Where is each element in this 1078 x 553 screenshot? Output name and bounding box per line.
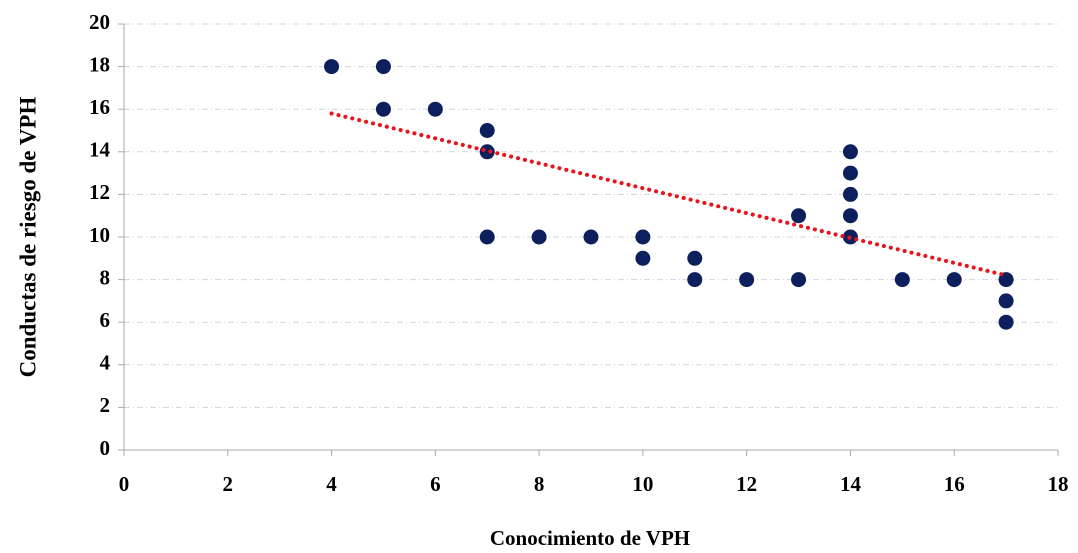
point: [998, 293, 1014, 309]
point: [479, 144, 495, 160]
point: [583, 229, 599, 245]
x-tick-label: 4: [326, 472, 337, 496]
x-tick-label: 16: [944, 472, 965, 496]
x-tick-label: 14: [840, 472, 862, 496]
point: [842, 208, 858, 224]
point: [375, 59, 391, 75]
point: [842, 186, 858, 202]
x-tick-label: 18: [1048, 472, 1069, 496]
point: [427, 101, 443, 117]
x-tick-label: 8: [534, 472, 545, 496]
point: [842, 165, 858, 181]
point: [894, 272, 910, 288]
point: [687, 250, 703, 266]
point: [635, 250, 651, 266]
y-tick-label: 14: [89, 138, 111, 162]
point: [998, 314, 1014, 330]
y-tick-label: 20: [89, 10, 110, 34]
point: [531, 229, 547, 245]
y-tick-label: 8: [100, 265, 111, 289]
y-tick-label: 2: [100, 393, 111, 417]
x-axis-label: Conocimiento de VPH: [490, 526, 690, 550]
x-tick-label: 2: [223, 472, 234, 496]
y-tick-label: 18: [89, 52, 110, 76]
point: [739, 272, 755, 288]
point: [687, 272, 703, 288]
y-tick-label: 4: [100, 351, 111, 375]
y-tick-label: 10: [89, 223, 110, 247]
x-tick-label: 0: [119, 472, 130, 496]
y-tick-label: 6: [100, 308, 111, 332]
x-tick-label: 6: [430, 472, 441, 496]
x-tick-label: 12: [736, 472, 757, 496]
point: [375, 101, 391, 117]
y-tick-label: 12: [89, 180, 110, 204]
point: [479, 229, 495, 245]
point: [479, 123, 495, 138]
trendline: [329, 111, 1009, 278]
point: [842, 144, 858, 160]
point: [946, 272, 962, 288]
y-tick-label: 16: [89, 95, 110, 119]
point: [635, 229, 651, 245]
x-tick-label: 10: [632, 472, 653, 496]
y-tick-label: 0: [100, 436, 111, 460]
point: [791, 208, 807, 224]
y-axis-label: Conductas de riesgo de VPH: [15, 97, 40, 378]
point: [791, 272, 807, 288]
point: [324, 59, 340, 75]
